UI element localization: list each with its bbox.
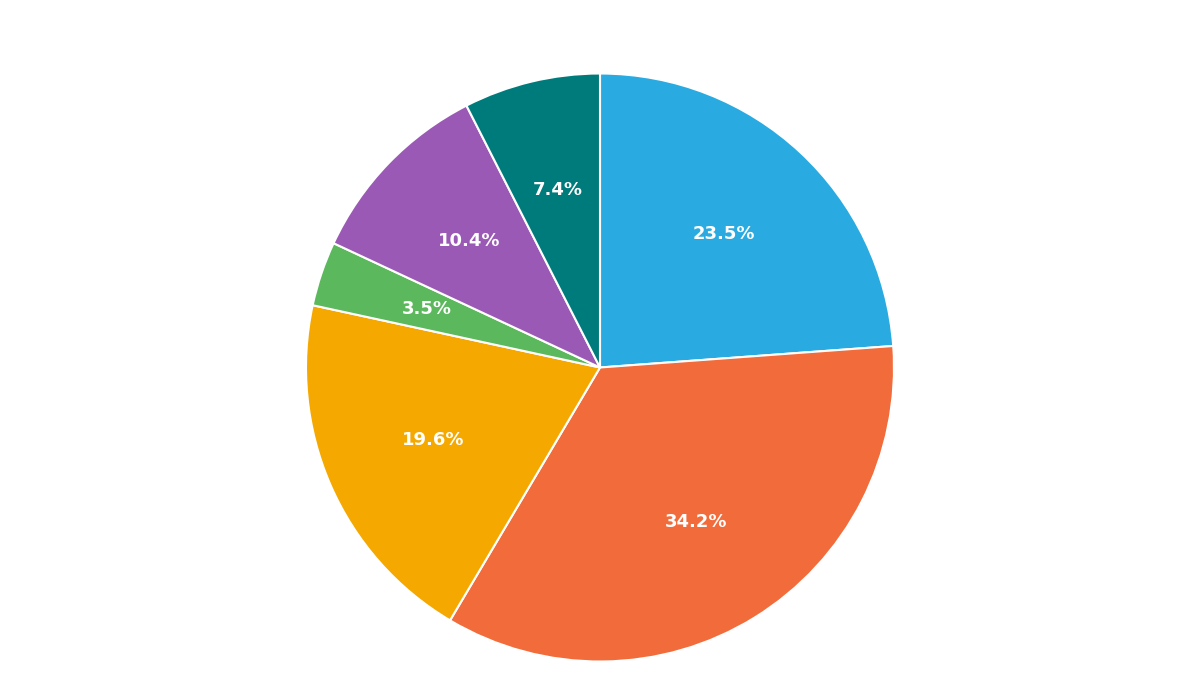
Text: 7.4%: 7.4% (533, 181, 582, 200)
Wedge shape (334, 106, 600, 368)
Wedge shape (313, 243, 600, 368)
Wedge shape (600, 74, 893, 368)
Text: 3.5%: 3.5% (402, 300, 452, 318)
Text: 10.4%: 10.4% (438, 232, 500, 250)
Text: 23.5%: 23.5% (692, 225, 755, 243)
Text: 19.6%: 19.6% (402, 431, 464, 449)
Wedge shape (306, 305, 600, 620)
Wedge shape (450, 346, 894, 662)
Wedge shape (467, 74, 600, 368)
Text: 34.2%: 34.2% (665, 514, 727, 531)
